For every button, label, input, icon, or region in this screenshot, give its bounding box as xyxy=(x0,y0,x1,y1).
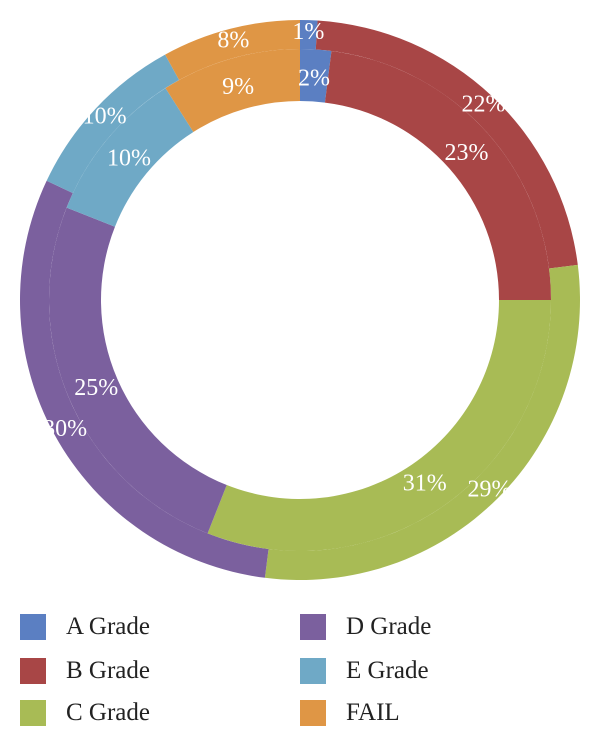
outer-slice-e-grade xyxy=(46,54,180,194)
outer-slice-fail xyxy=(165,20,300,81)
outer-slice-d-grade xyxy=(20,180,269,578)
legend-swatch-b-grade xyxy=(20,658,46,684)
outer-label-e-grade: 10% xyxy=(83,104,127,130)
inner-label-d-grade: 25% xyxy=(74,375,118,401)
legend-item-c-grade: C Grade xyxy=(20,698,150,728)
legend-swatch-d-grade xyxy=(300,614,326,640)
outer-label-fail: 8% xyxy=(217,27,249,53)
outer-label-b-grade: 22% xyxy=(461,92,505,118)
inner-label-fail: 9% xyxy=(222,74,254,100)
outer-label-d-grade: 30% xyxy=(43,416,87,442)
outer-slice-a-grade xyxy=(300,20,318,50)
donut-chart: 1% 22% 29% 30% 10% 8% 2% 23% 31% 25% 10% 9% xyxy=(20,19,580,580)
legend-label-b-grade: B Grade xyxy=(66,657,150,684)
inner-slice-fail xyxy=(165,49,300,132)
legend-item-d-grade: D Grade xyxy=(300,612,431,642)
legend-label-a-grade: A Grade xyxy=(66,613,150,640)
inner-label-b-grade: 23% xyxy=(445,140,489,166)
inner-slice-e-grade xyxy=(66,88,194,227)
legend-item-a-grade: A Grade xyxy=(20,612,150,642)
outer-label-a-grade: 1% xyxy=(292,19,324,45)
legend-item-b-grade: B Grade xyxy=(20,656,150,686)
inner-slice-b-grade xyxy=(324,50,551,300)
outer-slice-b-grade xyxy=(315,20,578,269)
inner-label-e-grade: 10% xyxy=(107,145,151,171)
legend-swatch-e-grade xyxy=(300,658,326,684)
labels-group: 1% 22% 29% 30% 10% 8% 2% 23% 31% 25% 10% 9% xyxy=(43,19,511,502)
inner-slice-d-grade xyxy=(49,207,227,534)
legend-label-fail: FAIL xyxy=(346,699,400,726)
legend-label-d-grade: D Grade xyxy=(346,613,432,640)
legend: A Grade B Grade C Grade D Grade E Grade … xyxy=(20,612,580,736)
outer-label-c-grade: 29% xyxy=(468,477,512,503)
donut-chart-svg: 1% 22% 29% 30% 10% 8% 2% 23% 31% 25% 10% 9% xyxy=(20,19,580,580)
legend-swatch-c-grade xyxy=(20,700,46,726)
inner-label-a-grade: 2% xyxy=(298,65,330,91)
legend-label-e-grade: E Grade xyxy=(346,657,429,684)
slices-group xyxy=(20,20,580,580)
legend-label-c-grade: C Grade xyxy=(66,699,150,726)
legend-item-e-grade: E Grade xyxy=(300,656,429,686)
legend-swatch-a-grade xyxy=(20,614,46,640)
legend-swatch-fail xyxy=(300,700,326,726)
inner-slice-a-grade xyxy=(300,49,332,103)
inner-slice-c-grade xyxy=(207,300,551,551)
inner-label-c-grade: 31% xyxy=(403,471,447,497)
legend-item-fail: FAIL xyxy=(300,698,400,728)
